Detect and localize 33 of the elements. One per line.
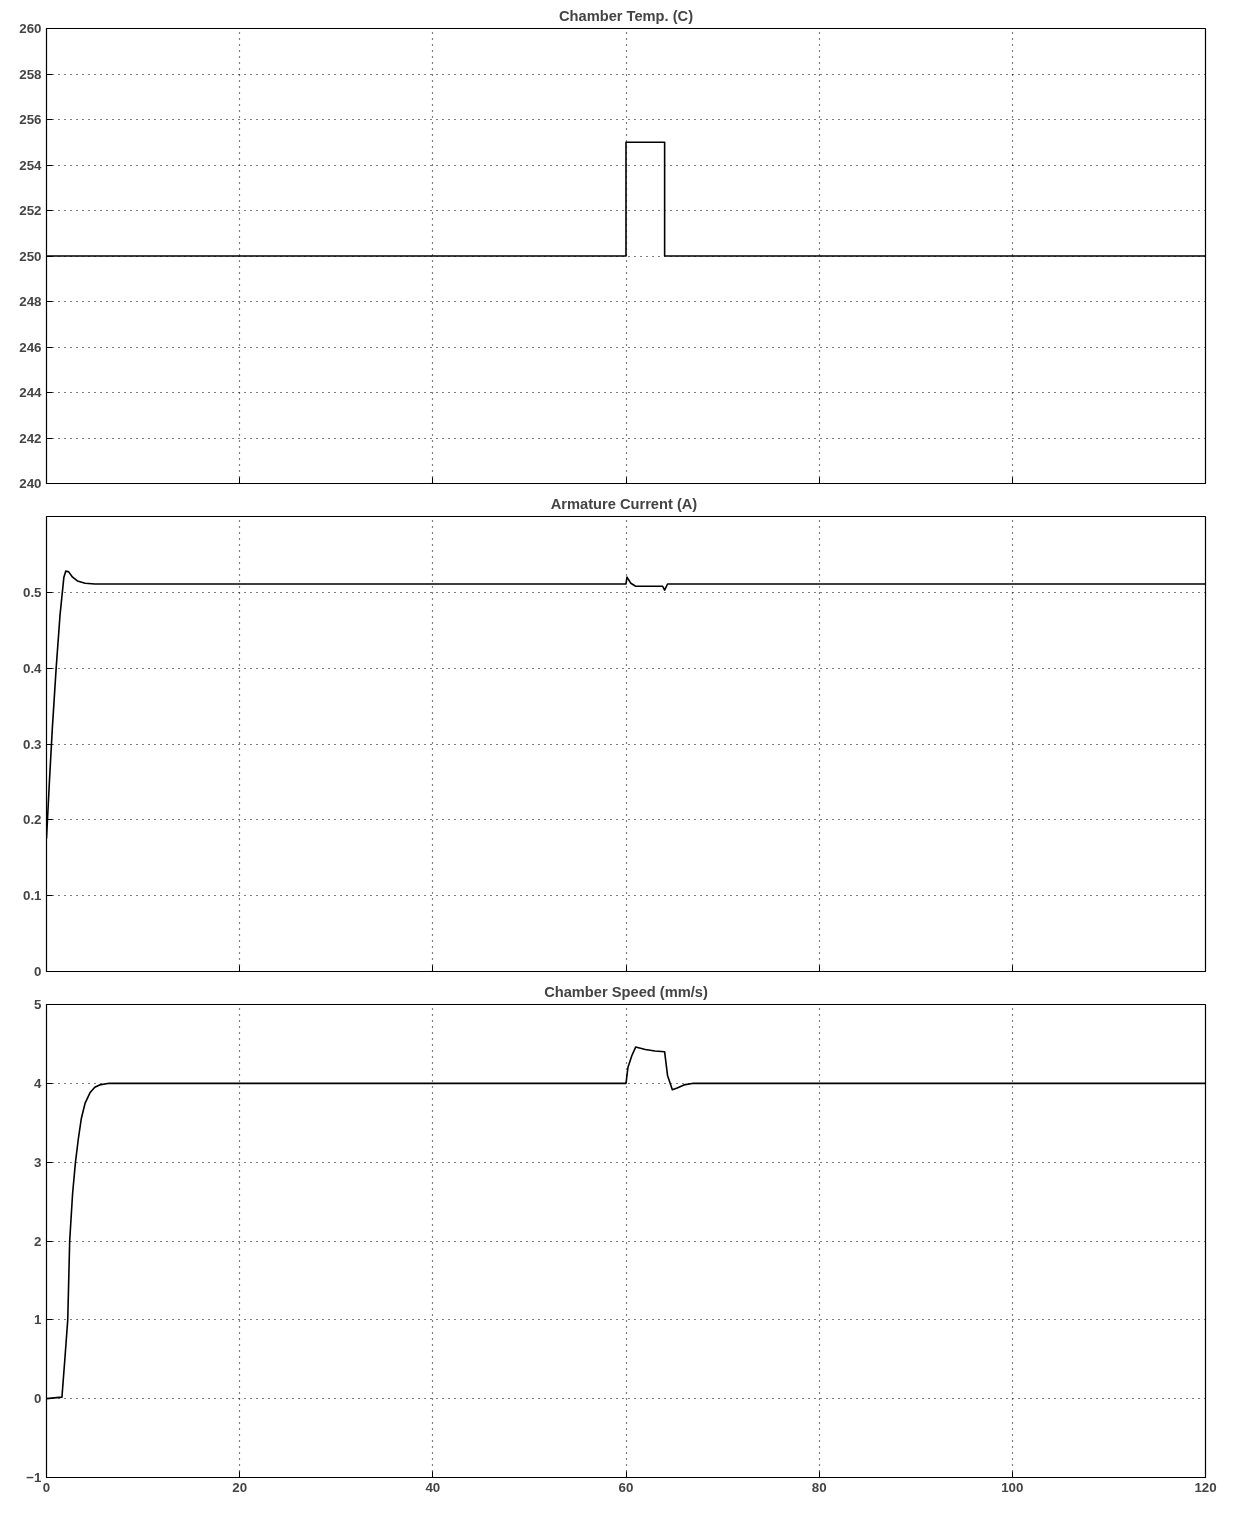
y-tick-label: 248 (19, 294, 42, 309)
y-tick-label: 258 (19, 66, 42, 82)
y-tick-label: 4 (34, 1075, 43, 1091)
chart-title: Chamber Speed (mm/s) (544, 983, 708, 1000)
y-tick-label: 1 (34, 1312, 43, 1328)
y-tick-label: 256 (19, 112, 42, 127)
y-tick-label: 0 (34, 1391, 42, 1407)
y-tick-label: 242 (19, 430, 42, 446)
y-tick-label: 0.3 (22, 736, 42, 752)
y-tick-label: 0.2 (22, 812, 42, 828)
x-tick-label: 100 (1001, 1479, 1024, 1495)
x-tick-label: 40 (425, 1479, 441, 1495)
chart-title: Chamber Temp. (C) (558, 7, 694, 24)
x-tick-label: 20 (232, 1479, 248, 1495)
y-tick-label: 0.4 (22, 660, 43, 676)
x-tick-label: 60 (618, 1479, 634, 1495)
y-tick-label: 0.5 (22, 584, 43, 600)
x-tick-label: 120 (1194, 1479, 1217, 1495)
y-tick-label: 5 (34, 997, 43, 1012)
y-tick-label: −1 (26, 1470, 43, 1485)
y-tick-label: 0.1 (22, 888, 43, 904)
chart-title: Armature Current (A) (550, 495, 698, 512)
y-tick-label: 246 (19, 339, 42, 355)
y-tick-label: 252 (19, 203, 42, 218)
y-tick-label: 3 (34, 1154, 42, 1170)
y-tick-label: 260 (19, 21, 42, 36)
y-tick-label: 0 (34, 964, 42, 979)
y-tick-label: 250 (19, 248, 42, 264)
y-tick-label: 254 (19, 157, 43, 173)
x-tick-label: 80 (811, 1479, 827, 1495)
y-tick-label: 2 (34, 1233, 42, 1249)
y-tick-label: 244 (19, 385, 43, 400)
y-tick-label: 240 (19, 476, 42, 491)
